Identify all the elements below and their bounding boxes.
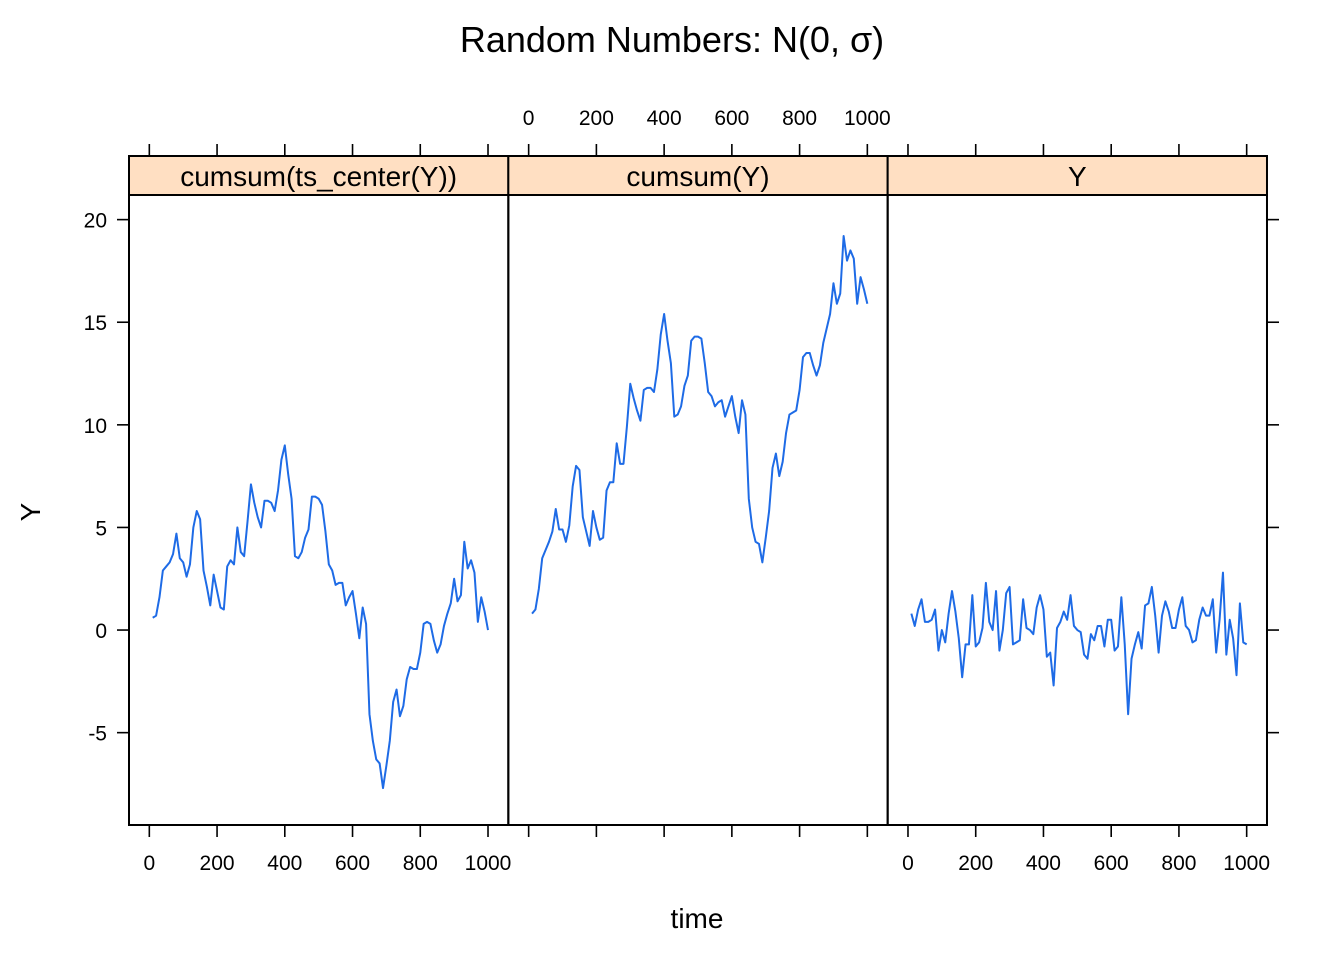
y-tick-label: 0 [95,620,107,643]
x-tick-label-bottom: 0 [902,852,914,875]
x-tick-label-bottom: 600 [335,852,370,875]
chart-title: Random Numbers: N(0, σ) [460,19,884,60]
strip-label: cumsum(ts_center(Y)) [180,161,457,192]
y-tick-label: 20 [84,210,107,233]
panel-2: Y 0 200 400 600 800 1000 [886,144,1270,875]
x-tick-label-top: 1000 [844,107,891,130]
x-tick-label-bottom: 800 [1161,852,1196,875]
x-tick-label-top: 800 [782,107,817,130]
series-line [152,444,489,790]
strip-label: cumsum(Y) [626,161,769,192]
x-tick-label-top: 200 [579,107,614,130]
panel-0: cumsum(ts_center(Y)) 0 200 400 600 800 1000 [128,144,512,875]
x-tick-label-top: 600 [714,107,749,130]
y-tick-label: 5 [95,517,107,540]
series-line [531,235,869,615]
strip-header [507,155,889,196]
y-axis: -5 0 5 10 15 20 [84,210,1279,746]
x-tick-label-bottom: 200 [958,852,993,875]
strip-header [128,155,510,196]
panel-1: cumsum(Y) 0 200 400 600 800 1000 [507,107,891,837]
x-tick-label-bottom: 400 [267,852,302,875]
panel-frame [507,194,889,826]
strip-header [886,155,1268,196]
x-tick-label-top: 0 [523,107,535,130]
panel-frame [128,194,510,826]
y-tick-label: 15 [84,312,107,335]
y-axis-title: Y [15,502,46,521]
x-tick-label-bottom: 600 [1094,852,1129,875]
x-tick-label-bottom: 400 [1026,852,1061,875]
x-tick-label-bottom: 0 [143,852,155,875]
series-line [910,571,1248,716]
x-tick-label-bottom: 200 [200,852,235,875]
x-tick-label-top: 400 [647,107,682,130]
y-tick-label: -5 [88,723,107,746]
panels-group: cumsum(ts_center(Y))0 200 400 600 800 1000cum… [84,107,1279,875]
strip-label: Y [1068,161,1087,192]
x-tick-label-bottom: 1000 [1223,852,1270,875]
x-tick-label-bottom: 1000 [465,852,512,875]
y-tick-label: 10 [84,415,107,438]
x-tick-label-bottom: 800 [403,852,438,875]
x-axis-title: time [671,903,724,934]
panel-frame [886,194,1268,826]
